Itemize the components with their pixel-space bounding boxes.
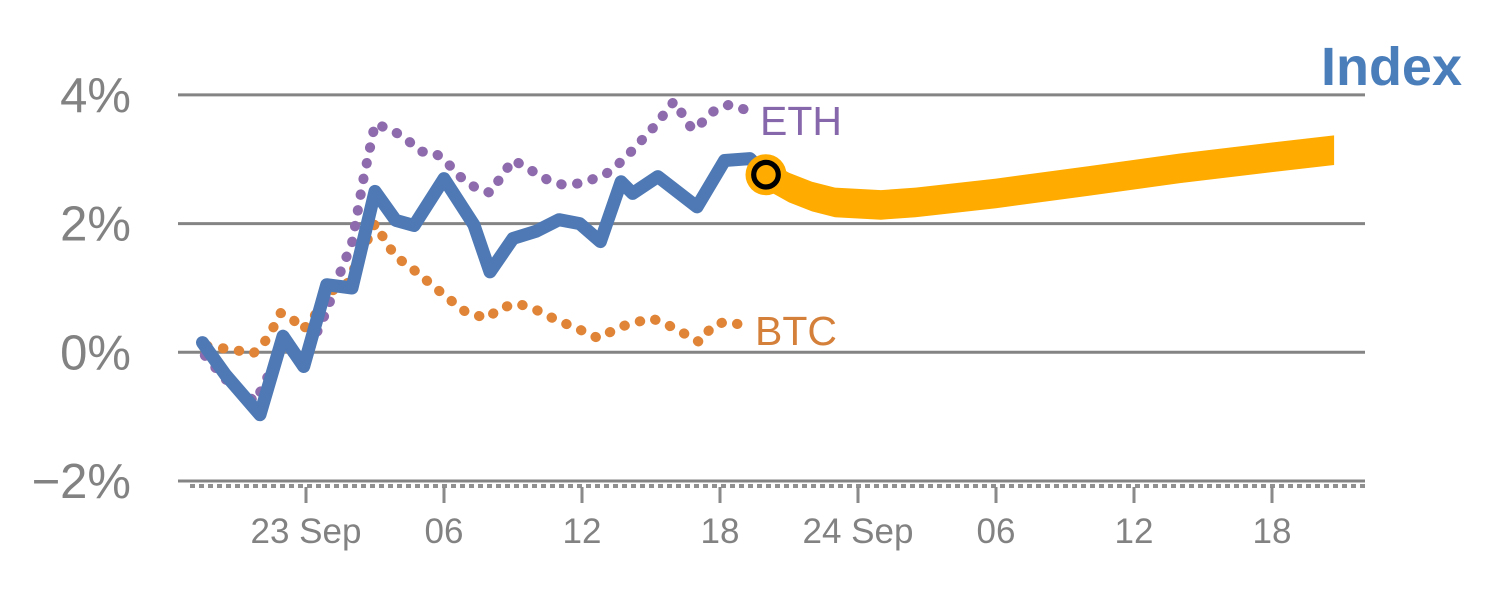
y-tick-label: −2% (32, 455, 131, 509)
series-line-index (196, 152, 773, 422)
y-tick-label: 2% (60, 198, 131, 252)
x-tick-label: 23 Sep (251, 512, 362, 551)
y-tick-label: 0% (60, 326, 131, 380)
series-line-btc (202, 218, 748, 359)
forecast-band (766, 135, 1335, 220)
current-value-marker[interactable] (751, 159, 781, 190)
x-tick-label: 24 Sep (803, 512, 914, 551)
series-line-eth (199, 96, 751, 407)
series-label-index: Index (1320, 37, 1462, 97)
x-tick-label: 12 (1115, 512, 1154, 551)
x-tick-label: 06 (977, 512, 1016, 551)
x-tick-label: 12 (563, 512, 602, 551)
y-tick-label: 4% (60, 69, 131, 123)
series-label-btc: BTC (755, 308, 837, 354)
x-tick-label: 06 (425, 512, 464, 551)
x-tick-label: 18 (1253, 512, 1292, 551)
x-tick-label: 18 (701, 512, 740, 551)
series-label-eth: ETH (760, 98, 842, 144)
